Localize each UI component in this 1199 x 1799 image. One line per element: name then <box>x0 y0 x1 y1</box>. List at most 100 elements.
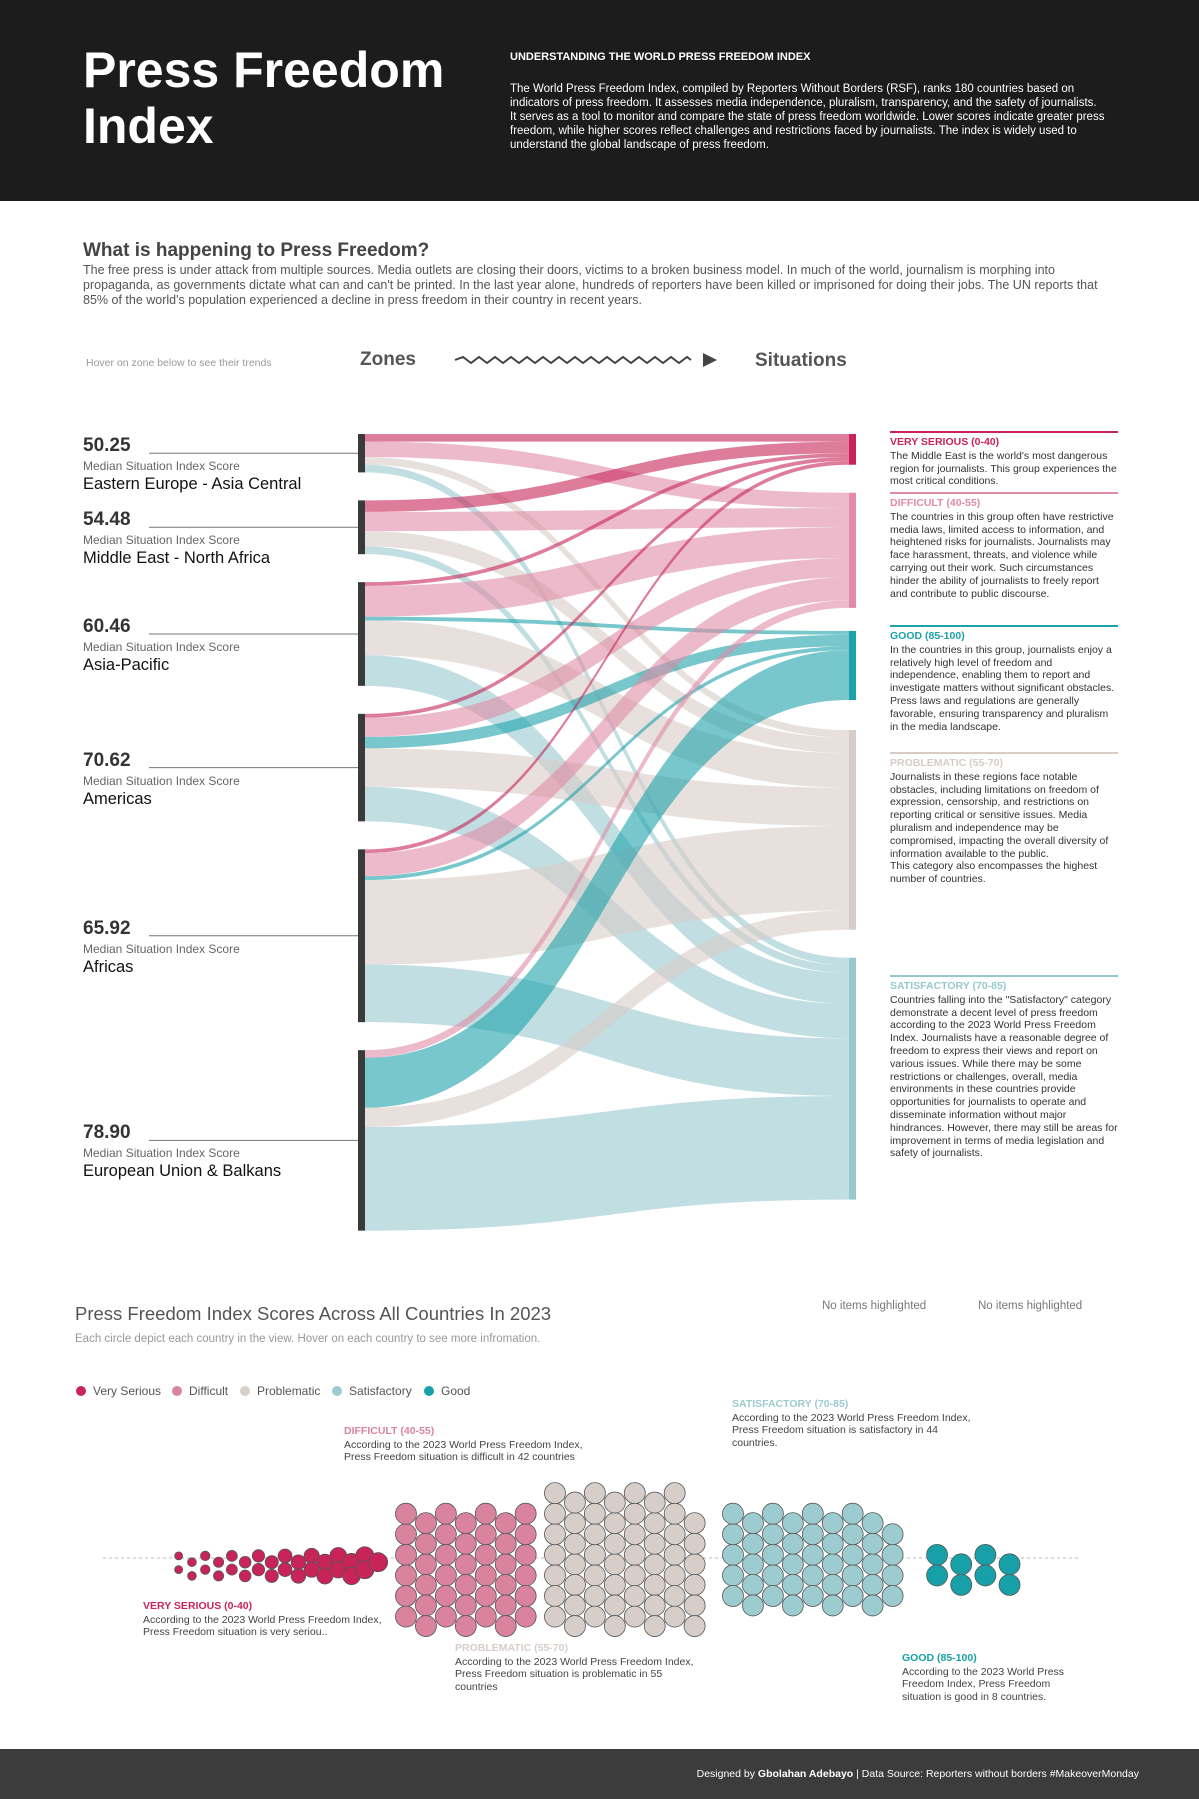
country-circle <box>881 1564 904 1587</box>
country-circle <box>603 1553 626 1576</box>
flow <box>365 457 849 738</box>
country-circle <box>623 1523 646 1546</box>
situation-desc-box: DIFFICULT (40-55) The countries in this g… <box>890 492 1118 600</box>
country-circle <box>494 1615 517 1637</box>
flow <box>365 577 849 877</box>
arrow-line <box>454 355 692 365</box>
country-circle <box>603 1491 626 1514</box>
country-circle <box>643 1573 666 1596</box>
country-circle <box>643 1512 666 1535</box>
country-circle <box>801 1502 824 1525</box>
country-circle <box>722 1502 744 1525</box>
legend-label: Very Serious <box>93 1384 162 1398</box>
country-circle <box>454 1615 477 1637</box>
zone-name: Americas <box>83 789 152 808</box>
legend-dot <box>424 1386 434 1396</box>
country-circle <box>821 1553 844 1576</box>
country-circle <box>683 1615 706 1637</box>
country-circle <box>663 1585 686 1607</box>
footer-part: Designed by <box>696 1768 758 1780</box>
country-circle <box>821 1594 844 1617</box>
country-circle <box>564 1553 586 1576</box>
country-circle <box>841 1543 864 1566</box>
group-title: SATISFACTORY (70-85) <box>732 1398 849 1410</box>
country-circle <box>544 1605 566 1628</box>
situation-node <box>849 434 856 465</box>
country-circle <box>603 1594 626 1617</box>
country-circle <box>761 1564 784 1587</box>
country-circle <box>683 1594 706 1617</box>
country-circle <box>643 1594 666 1617</box>
country-group <box>174 1546 389 1586</box>
header-subtitle: UNDERSTANDING THE WORLD PRESS FREEDOM IN… <box>510 51 811 63</box>
country-circle <box>881 1543 904 1566</box>
country-circle <box>395 1585 417 1607</box>
zone-node <box>358 434 365 473</box>
country-circle <box>474 1564 497 1587</box>
intro-text: The free press is under attack from mult… <box>83 263 1098 307</box>
country-circle <box>187 1571 197 1581</box>
legend-item: Satisfactory <box>332 1384 412 1398</box>
flow <box>365 964 849 1096</box>
country-circle <box>474 1605 497 1628</box>
beeswarm-title: Press Freedom Index Scores Across All Co… <box>75 1303 552 1324</box>
country-circle <box>861 1553 884 1576</box>
country-circle <box>583 1564 606 1587</box>
zone-node <box>358 713 365 822</box>
country-circle <box>544 1523 566 1546</box>
country-circle <box>683 1553 706 1576</box>
country-circle <box>861 1512 884 1535</box>
country-circle <box>494 1512 517 1535</box>
country-circle <box>950 1573 973 1596</box>
situation-desc-box: PROBLEMATIC (55-70) Journalists in these … <box>890 752 1118 886</box>
situation-description: The Middle East is the world's most dang… <box>890 449 1117 488</box>
country-group <box>544 1482 706 1637</box>
group-annotation: SATISFACTORY (70-85) According to the 202… <box>732 1398 972 1449</box>
flow <box>365 600 849 1058</box>
country-circle <box>841 1585 864 1607</box>
country-circle <box>583 1482 606 1505</box>
country-circle <box>801 1564 824 1587</box>
country-circle <box>643 1553 666 1576</box>
zone-score-label: Median Situation Index Score <box>83 773 240 788</box>
flow <box>365 457 849 718</box>
situation-description: In the countries in this group, journali… <box>890 643 1115 733</box>
footer-author: Gbolahan Adebayo <box>757 1768 854 1780</box>
country-circle <box>623 1585 646 1607</box>
country-circle <box>564 1512 586 1535</box>
country-circle <box>781 1512 804 1535</box>
country-circle <box>742 1532 764 1555</box>
legend-label: Difficult <box>189 1384 229 1398</box>
country-circle <box>583 1543 606 1566</box>
country-circle <box>514 1605 537 1628</box>
flow <box>365 646 849 881</box>
country-circle <box>583 1502 606 1525</box>
country-circle <box>544 1543 566 1566</box>
country-circle <box>415 1615 437 1637</box>
zones-label: Zones <box>360 349 416 370</box>
country-circle <box>761 1502 784 1525</box>
country-circle <box>926 1564 948 1587</box>
country-circle <box>290 1554 307 1570</box>
country-circle <box>415 1594 437 1617</box>
situation-title: PROBLEMATIC (55-70) <box>890 757 1003 769</box>
flow <box>365 527 849 617</box>
country-circle <box>623 1543 646 1566</box>
highlight-label: No items highlighted <box>978 1300 1083 1312</box>
legend-dot <box>240 1386 250 1396</box>
country-circle <box>434 1523 457 1546</box>
country-circle <box>821 1532 844 1555</box>
country-circle <box>494 1532 517 1555</box>
country-circle <box>583 1605 606 1628</box>
country-circle <box>683 1573 706 1596</box>
country-circle <box>781 1532 804 1555</box>
footer-text: Designed by Gbolahan Adebayo | Data Sour… <box>697 1768 1139 1780</box>
beeswarm-subtitle: Each circle depict each country in the v… <box>75 1333 541 1345</box>
country-circle <box>544 1585 566 1607</box>
footer-part: | Data Source: Reporters without borders… <box>853 1768 1139 1780</box>
country-circle <box>474 1502 497 1525</box>
country-circle <box>454 1532 477 1555</box>
header-band <box>0 0 1199 201</box>
country-circle <box>663 1564 686 1587</box>
